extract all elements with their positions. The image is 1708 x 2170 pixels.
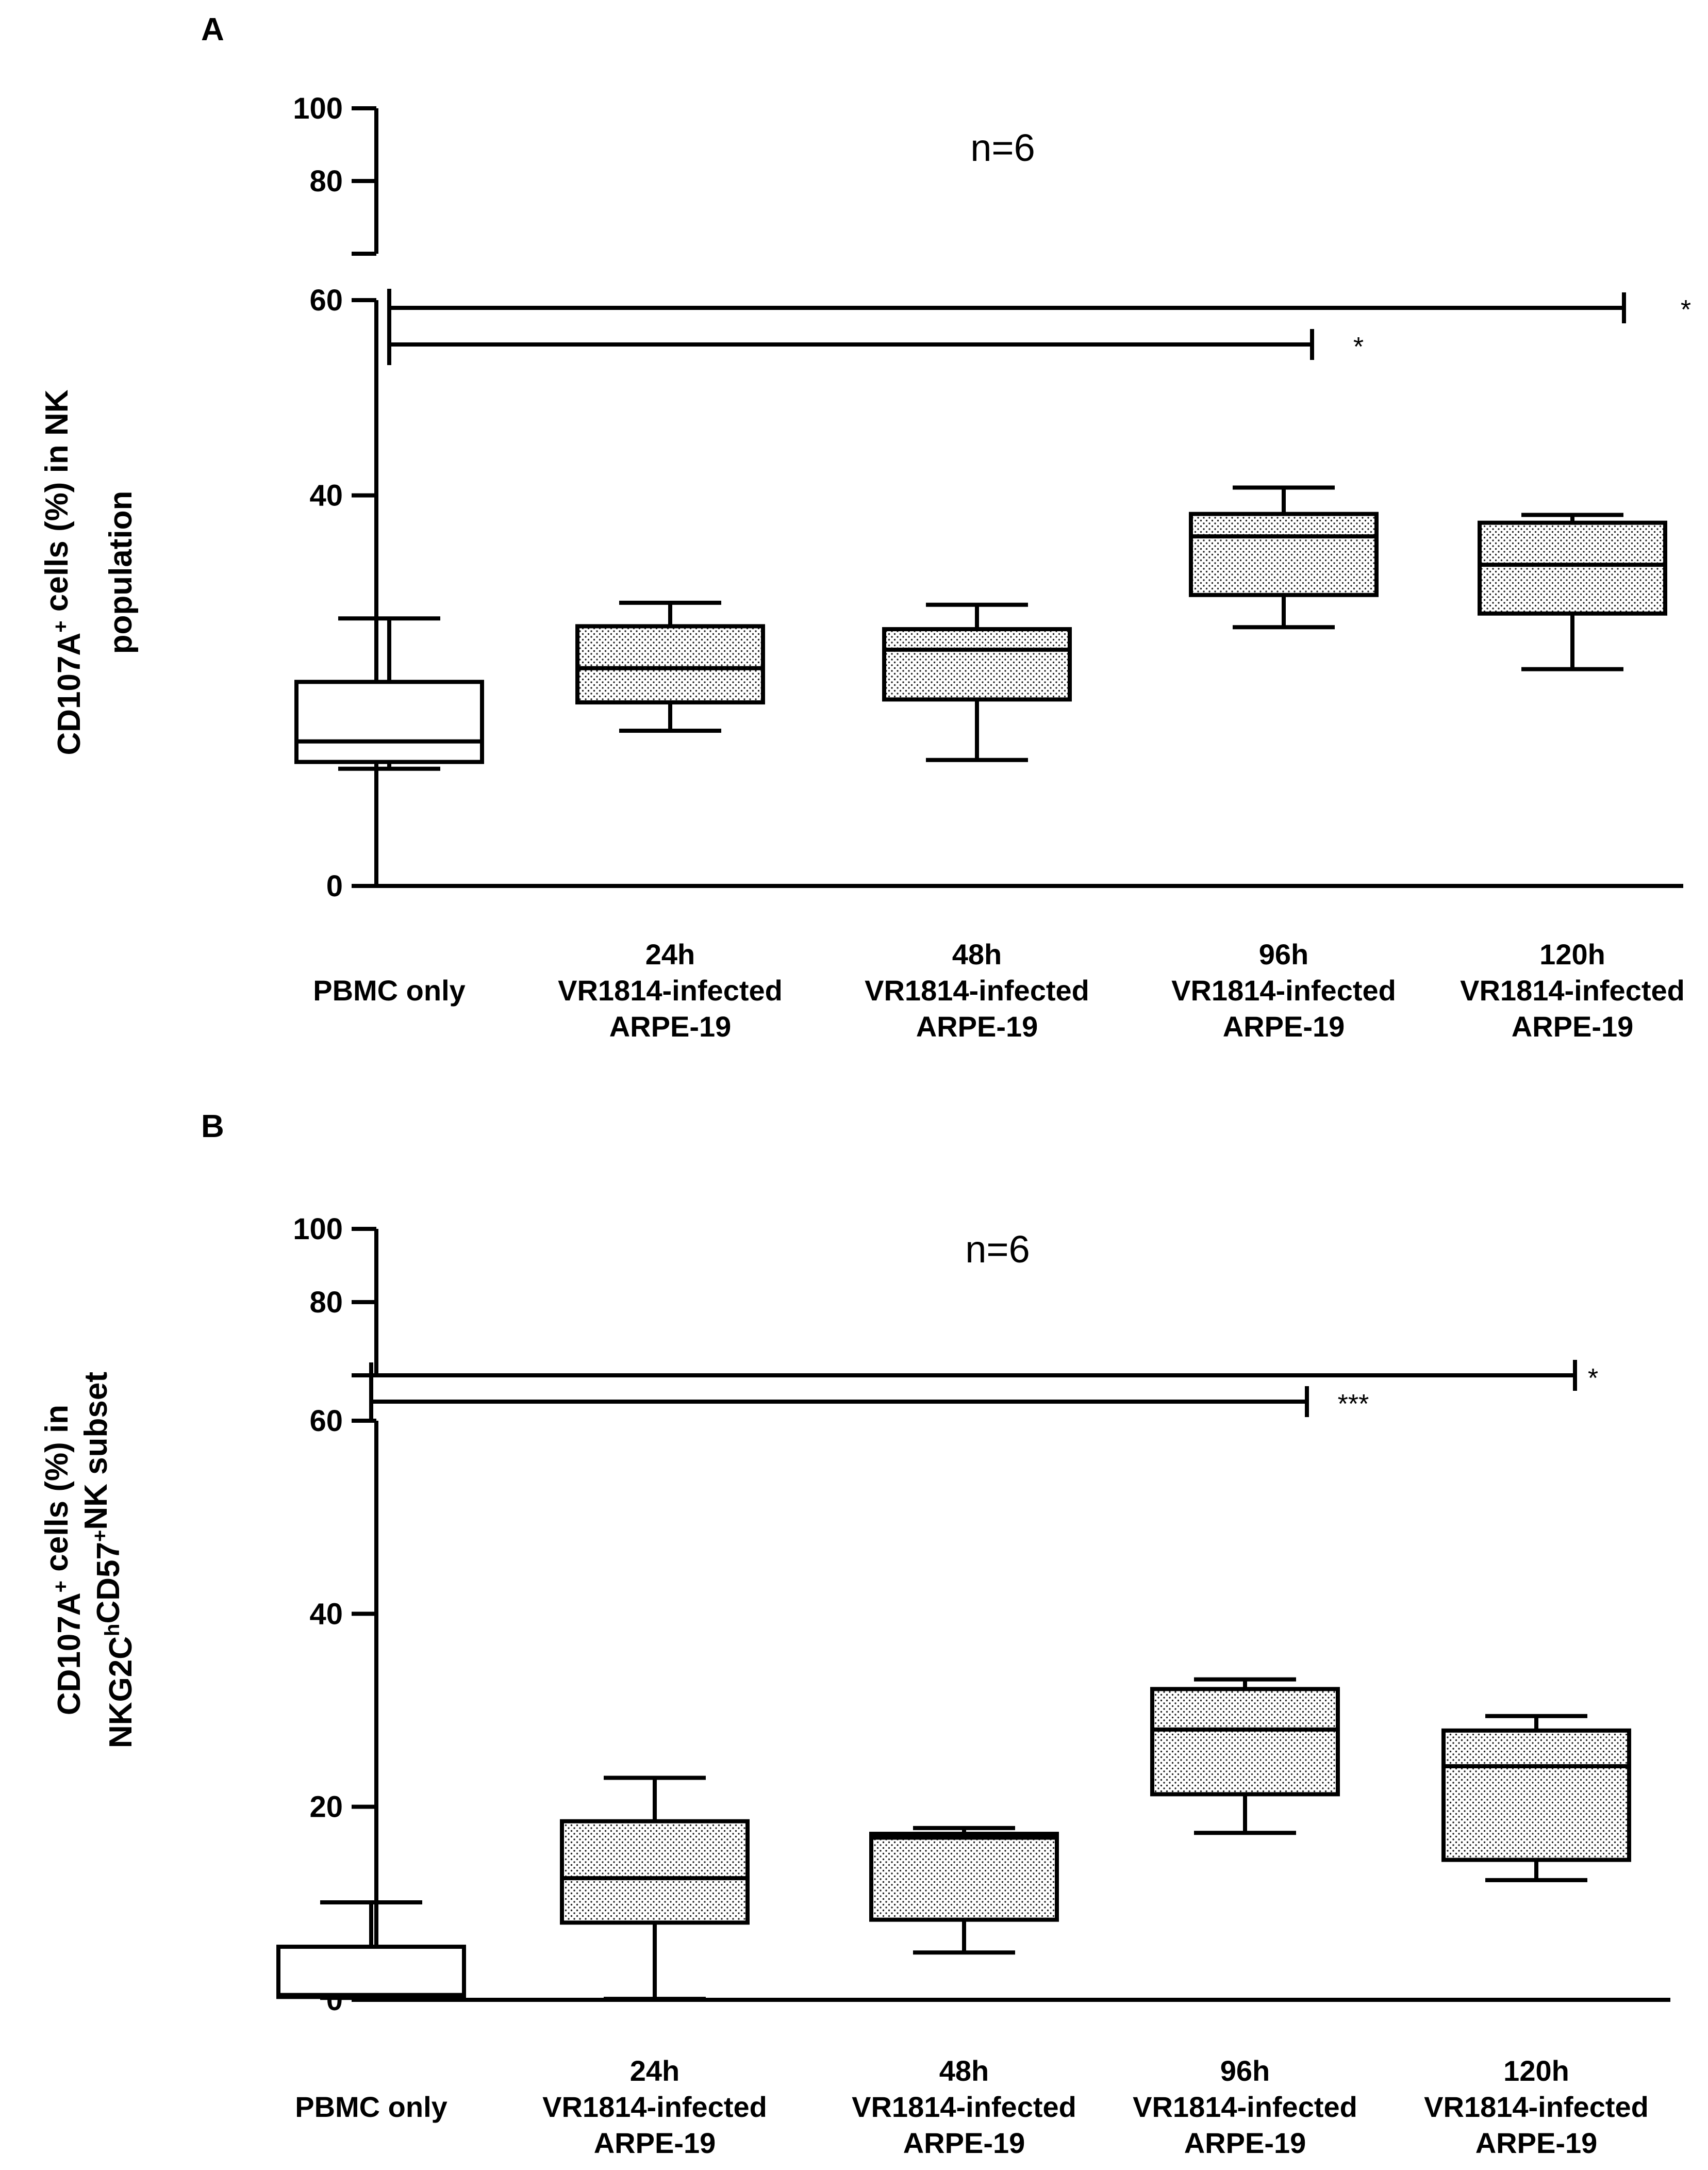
- x-category-line: ARPE-19: [1184, 2127, 1306, 2159]
- significance-bracket: *: [371, 1360, 1598, 1393]
- y-axis-label-line: population: [103, 491, 139, 654]
- y-tick-label: 0: [326, 869, 343, 903]
- x-category-line: ARPE-19: [1223, 1010, 1345, 1043]
- box-iqr: [1478, 520, 1667, 616]
- x-category-line: 24h: [645, 938, 695, 971]
- x-category-label: 120h VR1814-infected ARPE-19: [1424, 2054, 1649, 2159]
- box-5: [1478, 513, 1667, 671]
- x-category-line: VR1814-infected: [542, 2091, 767, 2123]
- y-tick-label: 60: [309, 1404, 343, 1438]
- x-category-line: 120h: [1539, 938, 1605, 971]
- y-axis-label-line: NKG2ChCD57+NK subset: [78, 1372, 139, 1748]
- box-iqr: [869, 1832, 1059, 1922]
- x-category-line: ARPE-19: [1475, 2127, 1598, 2159]
- box-iqr: [560, 1819, 750, 1925]
- panel-label: B: [201, 1109, 224, 1144]
- y-tick-label: 80: [309, 165, 343, 198]
- y-tick-label: 80: [309, 1286, 343, 1319]
- x-category-line: VR1814-infected: [1133, 2091, 1357, 2123]
- x-category-line: 24h: [630, 2054, 680, 2087]
- significance-label: *: [1353, 332, 1364, 362]
- box-iqr: [1150, 1687, 1340, 1797]
- x-category-line: VR1814-infected: [558, 974, 783, 1007]
- box-2: [560, 1776, 750, 2001]
- y-tick-label: 60: [309, 284, 343, 317]
- box-5: [1441, 1714, 1631, 1882]
- y-tick-label: 40: [309, 479, 343, 513]
- x-category-line: ARPE-19: [609, 1010, 732, 1043]
- box-4: [1150, 1677, 1340, 1835]
- y-tick-label: 100: [293, 1212, 343, 1246]
- x-category-label: 96h VR1814-infected ARPE-19: [1171, 938, 1396, 1043]
- panel-label: A: [201, 12, 224, 47]
- x-category-line: VR1814-infected: [1171, 974, 1396, 1007]
- sample-size-annotation: n=6: [965, 1228, 1030, 1271]
- x-category-line: PBMC only: [313, 974, 466, 1007]
- x-category-label: PBMC only: [295, 2091, 447, 2123]
- x-category-line: VR1814-infected: [852, 2091, 1076, 2123]
- x-category-line: 120h: [1503, 2054, 1569, 2087]
- x-category-line: 48h: [952, 938, 1002, 971]
- x-category-line: 48h: [939, 2054, 989, 2087]
- box-iqr: [276, 1945, 466, 1999]
- box-iqr: [882, 627, 1072, 702]
- x-category-line: VR1814-infected: [1460, 974, 1685, 1007]
- y-axis-label: CD107A+ cells (%) inNKG2ChCD57+NK subset: [39, 1372, 139, 1748]
- x-category-label: PBMC only: [313, 974, 466, 1007]
- significance-bracket: *: [389, 292, 1691, 325]
- x-category-line: ARPE-19: [1512, 1010, 1634, 1043]
- y-tick-label: 40: [309, 1597, 343, 1631]
- y-tick-label: 20: [309, 1790, 343, 1824]
- significance-label: *: [1681, 295, 1691, 325]
- significance-bracket: ***: [371, 1386, 1369, 1419]
- x-category-line: ARPE-19: [916, 1010, 1038, 1043]
- box-2: [575, 600, 765, 733]
- box-3: [882, 602, 1072, 762]
- x-category-line: ARPE-19: [594, 2127, 716, 2159]
- box-1: [294, 616, 484, 771]
- x-category-label: 96h VR1814-infected ARPE-19: [1133, 2054, 1357, 2159]
- y-tick-label: 100: [293, 92, 343, 125]
- box-iqr: [575, 624, 765, 705]
- y-axis-label-line: CD107A+ cells (%) in NK: [39, 389, 87, 755]
- x-category-line: PBMC only: [295, 2091, 447, 2123]
- x-category-label: 24h VR1814-infected ARPE-19: [558, 938, 783, 1043]
- x-category-line: ARPE-19: [903, 2127, 1025, 2159]
- x-category-label: 48h VR1814-infected ARPE-19: [865, 938, 1089, 1043]
- x-category-line: 96h: [1259, 938, 1309, 971]
- x-category-line: 96h: [1220, 2054, 1270, 2087]
- x-category-line: VR1814-infected: [865, 974, 1089, 1007]
- y-axis-label: CD107A+ cells (%) in NK population: [39, 389, 139, 755]
- box-iqr: [1441, 1728, 1631, 1862]
- significance-bracket: *: [389, 329, 1364, 362]
- x-category-line: VR1814-infected: [1424, 2091, 1649, 2123]
- significance-label: ***: [1338, 1389, 1369, 1419]
- significance-label: *: [1588, 1363, 1598, 1393]
- box-4: [1189, 485, 1379, 630]
- box-iqr: [1189, 512, 1379, 597]
- x-category-label: 24h VR1814-infected ARPE-19: [542, 2054, 767, 2159]
- y-axis-label-line: CD107A+ cells (%) in: [39, 1405, 87, 1715]
- x-category-label: 48h VR1814-infected ARPE-19: [852, 2054, 1076, 2159]
- box-iqr: [294, 680, 484, 764]
- sample-size-annotation: n=6: [970, 126, 1035, 169]
- box-1: [276, 1900, 466, 2000]
- box-3: [869, 1826, 1059, 1955]
- x-category-label: 120h VR1814-infected ARPE-19: [1460, 938, 1685, 1043]
